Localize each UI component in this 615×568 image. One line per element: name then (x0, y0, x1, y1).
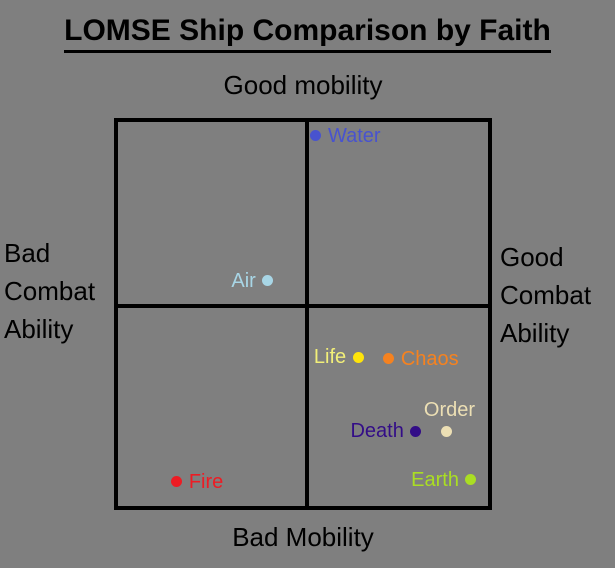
air-dot (262, 275, 274, 287)
quadrant-vertical-divider (305, 122, 310, 506)
axis-label-left-line2: Combat (4, 276, 96, 306)
axis-label-right-line2: Combat (500, 280, 592, 310)
chaos-dot (383, 352, 395, 364)
air-label: Air (231, 269, 256, 292)
axis-label-right-line1: Good (500, 242, 564, 272)
quadrant-horizontal-divider (118, 304, 488, 309)
chaos-label: Chaos (400, 348, 459, 371)
axis-label-top: Good mobility (223, 70, 383, 100)
order-dot (441, 425, 453, 437)
axis-label-right: Good Combat Ability (500, 238, 591, 352)
chart-title-text: LOMSE Ship Comparison by Faith (64, 14, 551, 53)
earth-label: Earth (411, 468, 459, 491)
axis-label-left: Bad Combat Ability (4, 234, 95, 348)
earth-dot (465, 474, 477, 486)
fire-label: Fire (188, 471, 224, 494)
axis-label-bottom: Bad Mobility (232, 522, 374, 552)
chart-title: LOMSE Ship Comparison by Faith (0, 14, 615, 53)
axis-label-left-line1: Bad (4, 238, 51, 268)
axis-label-left-line3: Ability (4, 314, 74, 344)
axis-label-right-line3: Ability (500, 318, 570, 348)
death-label: Death (350, 420, 404, 443)
fire-dot (171, 475, 183, 487)
life-dot (352, 351, 364, 363)
death-dot (410, 425, 422, 437)
order-label: Order (423, 399, 476, 422)
chart-plot-area: Water Air Life Chaos Death Order Fire Earth (114, 118, 492, 510)
water-dot (310, 129, 322, 141)
life-label: Life (313, 346, 347, 368)
water-label: Water (327, 125, 381, 148)
